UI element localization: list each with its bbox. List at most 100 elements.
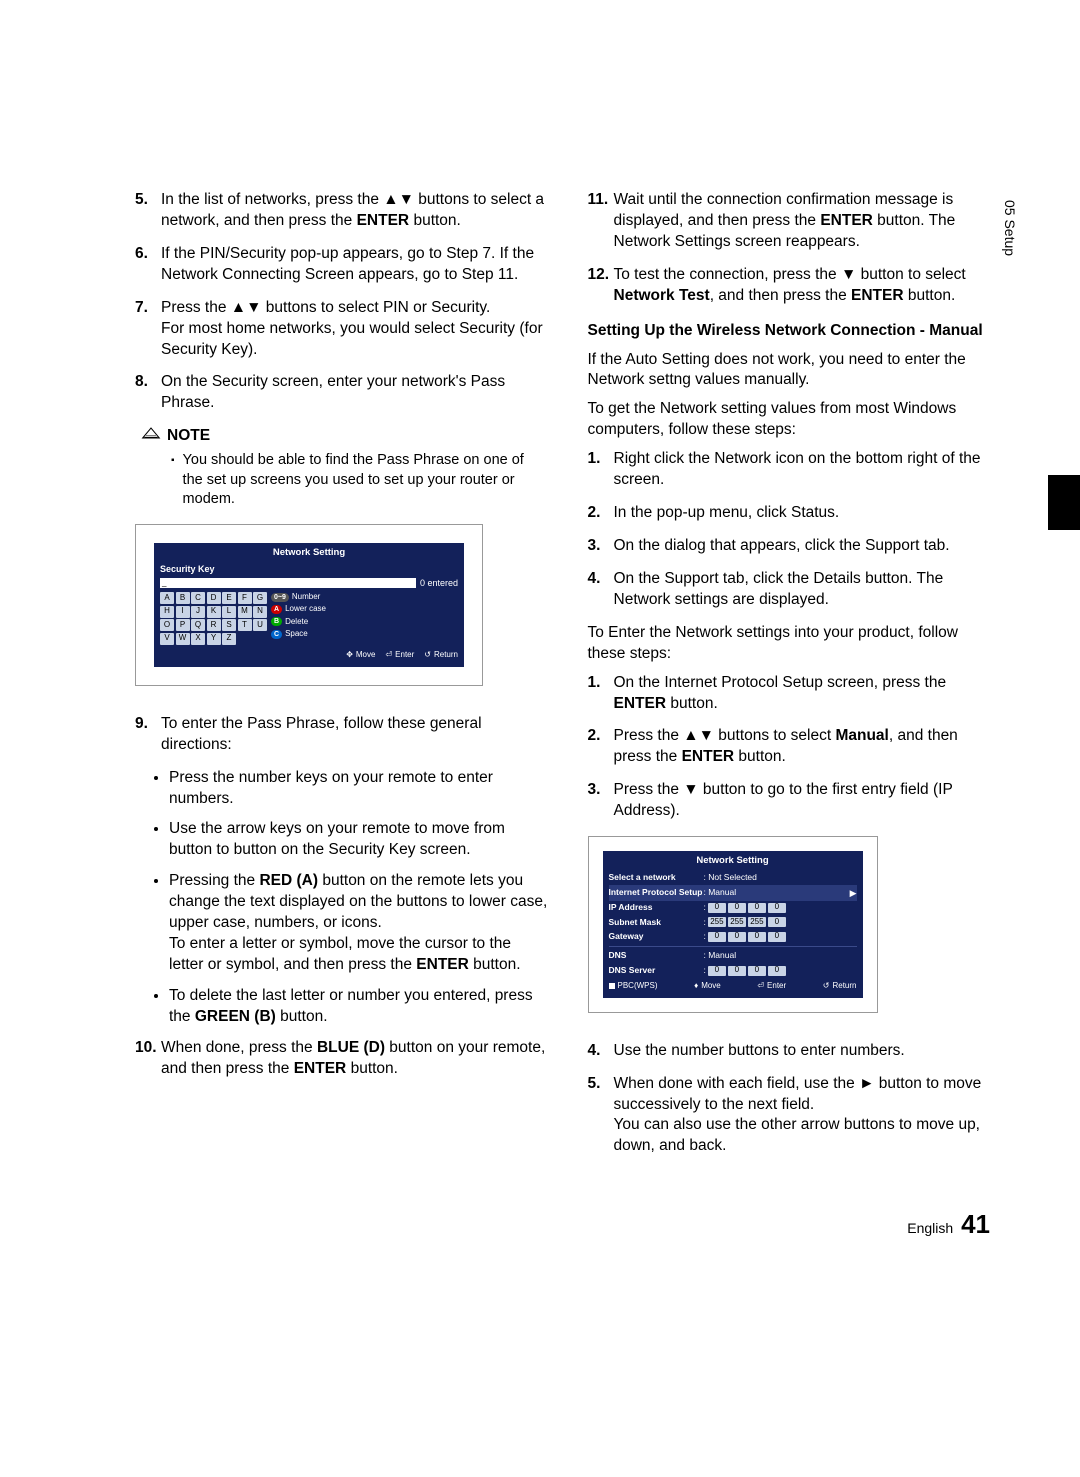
nw2-row: Subnet Mask:2552552550: [609, 915, 857, 929]
list-number: 7.: [135, 298, 161, 361]
list-text: On the Support tab, click the Details bu…: [614, 569, 1001, 611]
list-text: In the list of networks, press the ▲▼ bu…: [161, 190, 548, 232]
list-item: 4.On the Support tab, click the Details …: [588, 569, 1001, 611]
keyboard-key: D: [207, 592, 221, 604]
keyboard-key: C: [191, 592, 205, 604]
list-number: 9.: [135, 714, 161, 756]
nw2-row: IP Address:0000: [609, 901, 857, 915]
side-black-bar: [1048, 475, 1080, 530]
list-text: Use the number buttons to enter numbers.: [614, 1041, 1001, 1062]
list-text: If the PIN/Security pop-up appears, go t…: [161, 244, 548, 286]
manual-p3: To Enter the Network settings into your …: [588, 623, 1001, 665]
list-number: 2.: [588, 726, 614, 768]
list-item: 5.In the list of networks, press the ▲▼ …: [135, 190, 548, 232]
note-body: ▪ You should be able to find the Pass Ph…: [135, 451, 548, 510]
list-item: Use the arrow keys on your remote to mov…: [169, 819, 548, 861]
network-setting-ip-screenshot: Network Setting Select a network: Not Se…: [588, 836, 878, 1013]
list-text: When done, press the BLUE (D) button on …: [161, 1038, 548, 1080]
list-number: 10.: [135, 1038, 161, 1080]
list-number: 11.: [588, 190, 614, 253]
keyboard-key: O: [160, 619, 174, 631]
list-item: 10.When done, press the BLUE (D) button …: [135, 1038, 548, 1080]
nw1-title: Network Setting: [160, 547, 458, 560]
list-item: 3.Press the ▼ button to go to the first …: [588, 780, 1001, 822]
keyboard-key: M: [238, 606, 252, 618]
list-item: 6.If the PIN/Security pop-up appears, go…: [135, 244, 548, 286]
keyboard-key: U: [253, 619, 267, 631]
list-number: 3.: [588, 780, 614, 822]
list-item: 7.Press the ▲▼ buttons to select PIN or …: [135, 298, 548, 361]
keyboard-key: F: [238, 592, 252, 604]
list-item: 2.Press the ▲▼ buttons to select Manual,…: [588, 726, 1001, 768]
list-item: Pressing the RED (A) button on the remot…: [169, 871, 548, 976]
list-item: 1.On the Internet Protocol Setup screen,…: [588, 673, 1001, 715]
list-number: 2.: [588, 503, 614, 524]
list-text: On the dialog that appears, click the Su…: [614, 536, 1001, 557]
list-item: 9.To enter the Pass Phrase, follow these…: [135, 714, 548, 756]
nw1-foot-return: ↺ Return: [424, 650, 458, 661]
list-number: 4.: [588, 1041, 614, 1062]
list-text: On the Security screen, enter your netwo…: [161, 372, 548, 414]
keyboard-key: N: [253, 606, 267, 618]
list-text: When done with each field, use the ► but…: [614, 1074, 1001, 1158]
keyboard-key: A: [160, 592, 174, 604]
chapter-side-tab: 05 Setup: [1002, 200, 1018, 256]
keyboard-key: V: [160, 633, 174, 645]
list-text: Right click the Network icon on the bott…: [614, 449, 1001, 491]
nw1-foot-enter: ⏎ Enter: [385, 650, 414, 661]
list-number: 1.: [588, 449, 614, 491]
note-text: You should be able to find the Pass Phra…: [183, 451, 548, 510]
list-text: Press the ▲▼ buttons to select Manual, a…: [614, 726, 1001, 768]
footer-page-number: 41: [961, 1209, 990, 1239]
keyboard-legend-item: ALower case: [271, 604, 326, 615]
keyboard-key: E: [222, 592, 236, 604]
nw2-row: Internet Protocol Setup: Manual ▶: [609, 885, 857, 900]
keyboard-key: I: [176, 606, 190, 618]
list-text: In the pop-up menu, click Status.: [614, 503, 1001, 524]
list-text: Press the ▼ button to go to the first en…: [614, 780, 1001, 822]
list-item: 5.When done with each field, use the ► b…: [588, 1074, 1001, 1158]
list-item: 1.Right click the Network icon on the bo…: [588, 449, 1001, 491]
list-number: 12.: [588, 265, 614, 307]
list-number: 5.: [135, 190, 161, 232]
right-column: 11.Wait until the connection confirmatio…: [588, 190, 1001, 1169]
list-item: 4.Use the number buttons to enter number…: [588, 1041, 1001, 1062]
note-icon: [141, 426, 161, 447]
keyboard-key: X: [191, 633, 205, 645]
list-number: 8.: [135, 372, 161, 414]
list-item: 3.On the dialog that appears, click the …: [588, 536, 1001, 557]
list-number: 3.: [588, 536, 614, 557]
keyboard-key: G: [253, 592, 267, 604]
keyboard-key: J: [191, 606, 205, 618]
keyboard-key: Y: [207, 633, 221, 645]
keyboard-key: R: [207, 619, 221, 631]
keyboard-key: B: [176, 592, 190, 604]
keyboard-key: S: [222, 619, 236, 631]
nw1-foot-move: ✥ Move: [346, 650, 375, 661]
nw1-security-input: _: [160, 578, 416, 588]
nw1-entered: 0 entered: [420, 577, 458, 589]
nw2-row: DNS Server:0000: [609, 963, 857, 977]
list-item: 2.In the pop-up menu, click Status.: [588, 503, 1001, 524]
nw2-foot-pbc: PBC(WPS): [609, 981, 658, 992]
nw2-row: DNS: Manual: [609, 949, 857, 963]
keyboard-key: Q: [191, 619, 205, 631]
list-item: 8.On the Security screen, enter your net…: [135, 372, 548, 414]
list-number: 4.: [588, 569, 614, 611]
list-item: To delete the last letter or number you …: [169, 986, 548, 1028]
keyboard-legend-item: BDelete: [271, 617, 326, 628]
manual-p2: To get the Network setting values from m…: [588, 399, 1001, 441]
list-text: Wait until the connection confirmation m…: [614, 190, 1001, 253]
keyboard-key: T: [238, 619, 252, 631]
list-text: To enter the Pass Phrase, follow these g…: [161, 714, 548, 756]
nw1-security-label: Security Key: [160, 563, 458, 575]
keyboard-key: K: [207, 606, 221, 618]
note-label: NOTE: [167, 426, 210, 447]
keyboard-key: Z: [222, 633, 236, 645]
nw2-foot-move: ♦ Move: [694, 981, 721, 992]
nw2-title: Network Setting: [609, 855, 857, 868]
list-text: On the Internet Protocol Setup screen, p…: [614, 673, 1001, 715]
nw2-row: Select a network: Not Selected: [609, 871, 857, 885]
manual-p1: If the Auto Setting does not work, you n…: [588, 350, 1001, 392]
manual-setup-heading: Setting Up the Wireless Network Connecti…: [588, 321, 1001, 342]
